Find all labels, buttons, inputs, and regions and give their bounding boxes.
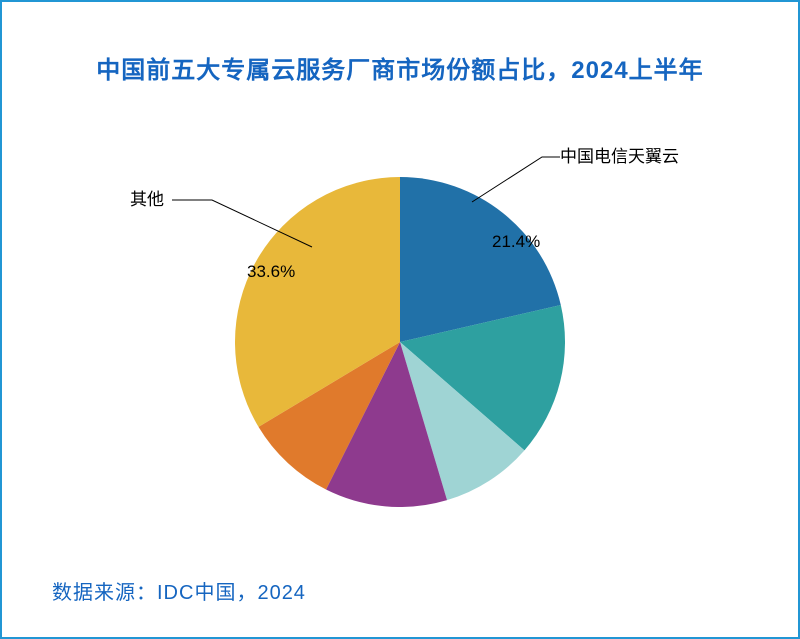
source-text: 数据来源：IDC中国，2024	[52, 576, 306, 605]
chart-title: 中国前五大专属云服务厂商市场份额占比，2024上半年	[2, 50, 798, 85]
chart-area: 中国电信天翼云 21.4% 其他 33.6%	[2, 132, 798, 552]
callout-value-slice5: 33.6%	[247, 262, 295, 282]
pie-chart	[235, 177, 565, 507]
callout-value-slice0: 21.4%	[492, 232, 540, 252]
callout-label-slice0: 中国电信天翼云	[560, 142, 679, 167]
callout-label-slice5: 其他	[130, 185, 164, 210]
